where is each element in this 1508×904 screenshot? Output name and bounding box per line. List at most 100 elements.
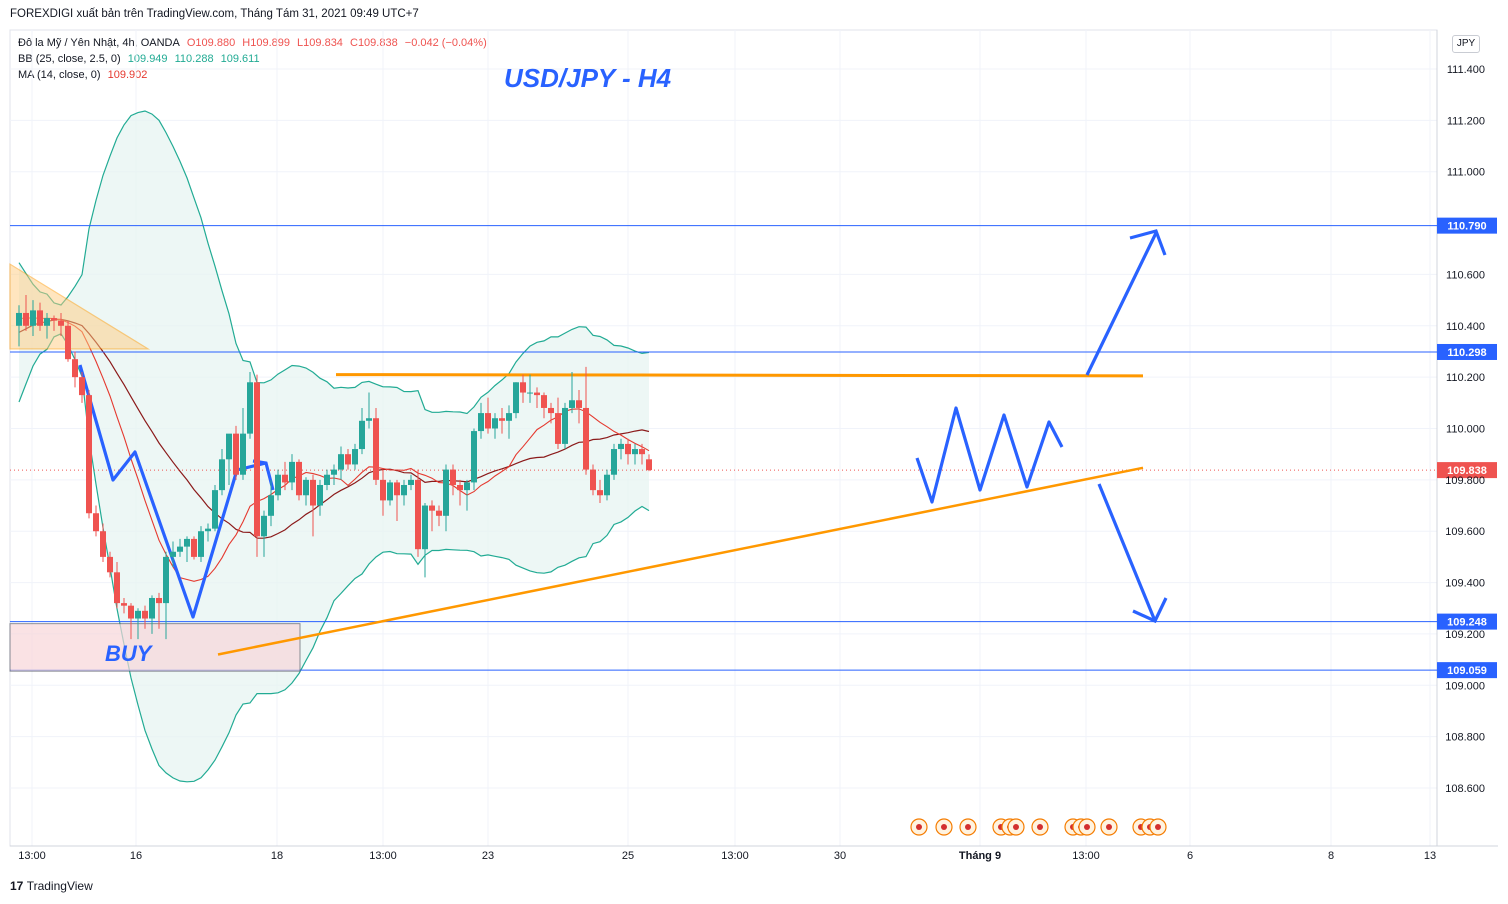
candle-body <box>58 320 64 326</box>
price-level-label: 109.059 <box>1447 665 1487 677</box>
tradingview-logo[interactable]: 17 TradingView <box>10 879 93 893</box>
candle-body <box>170 551 176 557</box>
candle-body <box>149 597 155 619</box>
candle-body <box>632 449 638 455</box>
candle-body <box>205 528 211 532</box>
legend-symbol-row: Đô la Mỹ / Yên Nhật, 4h, OANDA O109.880 … <box>18 37 491 49</box>
candle-body <box>282 474 288 483</box>
candle-body <box>464 482 470 491</box>
candle-body <box>478 413 484 432</box>
candle-body <box>121 603 127 606</box>
chart-axes: 111.400 111.200 111.000 110.600 110.400 110.2… <box>18 64 1485 862</box>
x-tick-label: 13 <box>1424 850 1436 862</box>
legend-symbol[interactable]: Đô la Mỹ / Yên Nhật, 4h, OANDA <box>18 37 180 49</box>
candle-body <box>485 413 491 429</box>
legend-bb-label[interactable]: BB (25, close, 2.5, 0) <box>18 53 121 65</box>
x-tick-label: 30 <box>834 850 846 862</box>
candle-body <box>576 400 582 408</box>
candle-body <box>583 407 589 470</box>
candle-body <box>44 318 50 326</box>
x-tick-label: 13:00 <box>1072 850 1100 862</box>
candle-body <box>114 572 120 604</box>
y-tick-label: 108.800 <box>1445 732 1485 744</box>
legend-ma-label[interactable]: MA (14, close, 0) <box>18 69 101 81</box>
candle-body <box>562 407 568 444</box>
candle-body <box>135 610 141 619</box>
candle-body <box>520 382 526 393</box>
tv-logo-mark: 17 <box>10 879 24 893</box>
candle-body <box>569 400 575 408</box>
legend-close: C109.838 <box>350 37 398 49</box>
x-tick-label: 18 <box>271 850 283 862</box>
legend-change: −0.042 (−0.04%) <box>404 37 487 49</box>
last-price-label: 109.838 <box>1447 465 1487 477</box>
candle-body <box>226 433 232 460</box>
candle-body <box>198 531 204 557</box>
candle-body <box>163 556 169 604</box>
y-tick-label: 111.000 <box>1447 167 1485 179</box>
candle-body <box>310 479 316 506</box>
candle-body <box>177 546 183 552</box>
candle-body <box>646 459 652 471</box>
candle-body <box>373 418 379 480</box>
event-dot <box>965 824 971 830</box>
candle-body <box>240 433 246 475</box>
event-dot <box>1037 824 1043 830</box>
buy-annotation: BUY <box>105 641 154 666</box>
candle-body <box>422 505 428 550</box>
candle-body <box>506 413 512 421</box>
bb-upper-line <box>18 110 650 415</box>
candle-body <box>443 469 449 516</box>
bollinger-bands <box>18 110 650 783</box>
event-dot <box>1155 824 1161 830</box>
candle-body <box>471 431 477 483</box>
candle-body <box>429 505 435 511</box>
legend-bb-basis: 109.949 <box>127 53 168 65</box>
x-tick-label: 8 <box>1328 850 1334 862</box>
resistance-trendline <box>335 373 1144 378</box>
candle-body <box>156 597 162 604</box>
economic-events <box>910 818 1167 836</box>
candle-body <box>394 482 400 496</box>
x-tick-label: 23 <box>482 850 494 862</box>
legend-ma-row: MA (14, close, 0) 109.902 <box>18 69 151 81</box>
event-dot <box>916 824 922 830</box>
projected-range-path <box>915 406 1064 504</box>
y-tick-label: 110.400 <box>1446 321 1485 333</box>
bb-basis-line <box>18 318 650 539</box>
candle-body <box>233 433 239 475</box>
candle-body <box>611 449 617 475</box>
currency-button[interactable]: JPY <box>1452 35 1480 53</box>
candle-body <box>219 459 225 491</box>
breakout-up-arrow <box>1085 232 1158 376</box>
candle-body <box>331 469 337 475</box>
candle-body <box>79 377 85 396</box>
last-price-tag <box>1437 462 1497 479</box>
candle-body <box>359 420 365 450</box>
candle-body <box>191 538 197 557</box>
candle-body <box>30 310 36 326</box>
candle-body <box>590 469 596 491</box>
x-tick-label: 6 <box>1187 850 1193 862</box>
candle-body <box>625 443 631 455</box>
breakdown-arrow <box>1097 483 1157 622</box>
candle-body <box>212 490 218 529</box>
candle-body <box>303 479 309 496</box>
price-level-label: 109.248 <box>1447 617 1487 629</box>
candle-body <box>555 413 561 444</box>
y-tick-label: 111.400 <box>1447 64 1485 76</box>
candle-body <box>107 556 113 573</box>
legend-bb-lower: 109.611 <box>220 53 260 65</box>
y-tick-label: 109.200 <box>1445 629 1485 641</box>
candle-body <box>65 325 71 360</box>
tv-brand: TradingView <box>26 879 93 893</box>
candle-body <box>513 382 519 414</box>
legend-bb-upper: 110.288 <box>174 53 214 65</box>
x-tick-label: 13:00 <box>721 850 749 862</box>
support-trendline <box>217 466 1144 656</box>
candle-body <box>415 479 421 550</box>
candle-body <box>457 484 463 491</box>
candle-body <box>408 479 414 485</box>
candle-body <box>639 449 645 455</box>
